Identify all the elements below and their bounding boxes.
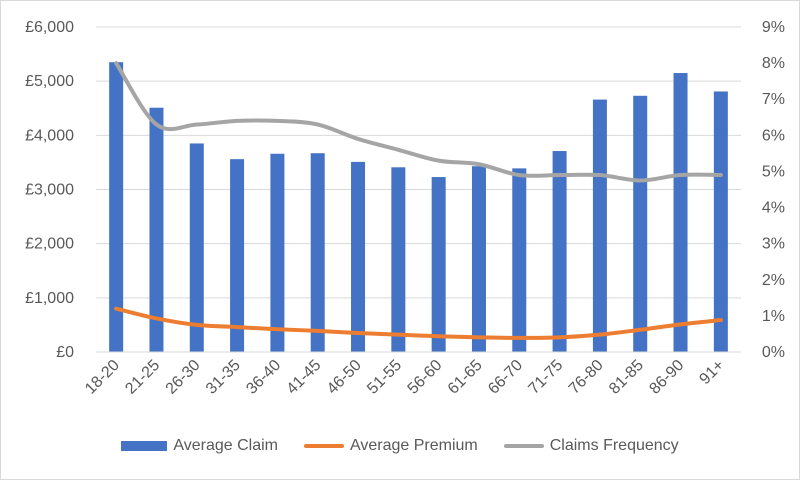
bar — [109, 62, 124, 352]
y-right-tick-label: 9% — [762, 19, 785, 36]
x-tick-label: 31-35 — [203, 357, 244, 398]
y-left-tick-label: £5,000 — [25, 73, 74, 90]
legend-label-average-premium: Average Premium — [349, 437, 478, 454]
x-tick-label: 81-85 — [606, 357, 647, 398]
bar — [713, 91, 728, 352]
x-tick-label: 86-90 — [646, 357, 687, 398]
x-tick-label: 91+ — [696, 357, 727, 388]
bar — [230, 159, 245, 352]
combo-chart: £0 £1,000 £2,000 £3,000 £4,000 £5,000 £6,000 0… — [25, 19, 785, 398]
x-tick-label: 18-20 — [82, 357, 123, 398]
y-left-tick-label: £2,000 — [25, 236, 74, 253]
y-right-tick-label: 2% — [762, 272, 785, 289]
legend-label-average-claim: Average Claim — [173, 437, 278, 454]
x-tick-label: 26-30 — [163, 357, 204, 398]
y-right-tick-label: 4% — [762, 200, 785, 217]
line-average-premium — [114, 306, 723, 340]
bar — [391, 167, 406, 352]
bar — [471, 166, 486, 352]
x-tick-label: 76-80 — [566, 357, 607, 398]
bar — [552, 151, 567, 352]
bar — [270, 153, 285, 352]
line-series — [114, 61, 723, 340]
legend-item-claims-frequency: Claims Frequency — [503, 437, 679, 455]
bar — [592, 99, 607, 352]
bar — [633, 95, 648, 353]
x-tick-label: 56-60 — [405, 357, 446, 398]
x-tick-label: 41-45 — [284, 357, 325, 398]
bar — [310, 153, 325, 352]
bar — [673, 73, 688, 353]
x-tick-label: 61-65 — [445, 357, 486, 398]
x-tick-label: 71-75 — [525, 357, 566, 398]
y-left-tick-label: £3,000 — [25, 182, 74, 199]
bar — [512, 168, 527, 352]
y-left-tick-label: £6,000 — [25, 19, 74, 36]
y-left-tick-label: £0 — [56, 344, 74, 361]
legend-swatch-claims-frequency — [503, 444, 544, 448]
legend-swatch-average-premium — [303, 444, 344, 448]
bar — [351, 161, 366, 352]
x-tick-label: 51-55 — [364, 357, 405, 398]
legend-item-average-premium: Average Premium — [303, 437, 478, 455]
y-right-tick-label: 3% — [762, 236, 785, 253]
legend-swatch-average-claim — [121, 441, 168, 451]
x-tick-label: 46-50 — [324, 357, 365, 398]
legend-label-claims-frequency: Claims Frequency — [549, 437, 679, 454]
x-tick-label: 21-25 — [122, 357, 163, 398]
y-right-tick-label: 5% — [762, 163, 785, 180]
y-axis-right: 0% 1% 2% 3% 4% 5% 6% 7% 8% 9% — [762, 19, 785, 361]
y-left-tick-label: £1,000 — [25, 290, 74, 307]
y-axis-left: £0 £1,000 £2,000 £3,000 £4,000 £5,000 £6,000 — [25, 19, 74, 361]
y-right-tick-label: 6% — [762, 127, 785, 144]
x-tick-label: 66-70 — [485, 357, 526, 398]
x-axis: 18-20 21-25 26-30 31-35 36-40 41-45 46-50 51-55… — [82, 351, 741, 398]
y-right-tick-label: 0% — [762, 344, 785, 361]
x-tick-label: 36-40 — [243, 357, 284, 398]
y-left-tick-label: £4,000 — [25, 127, 74, 144]
legend-item-average-claim: Average Claim — [121, 437, 278, 455]
bar-series-average-claim — [109, 62, 728, 353]
y-right-tick-label: 7% — [762, 91, 785, 108]
bar — [431, 177, 446, 352]
legend: Average Claim Average Premium Claims Fre… — [1, 437, 799, 455]
bar — [149, 107, 164, 352]
y-right-tick-label: 8% — [762, 55, 785, 72]
bar — [189, 143, 204, 352]
line-claims-frequency — [114, 61, 723, 183]
y-right-tick-label: 1% — [762, 308, 785, 325]
